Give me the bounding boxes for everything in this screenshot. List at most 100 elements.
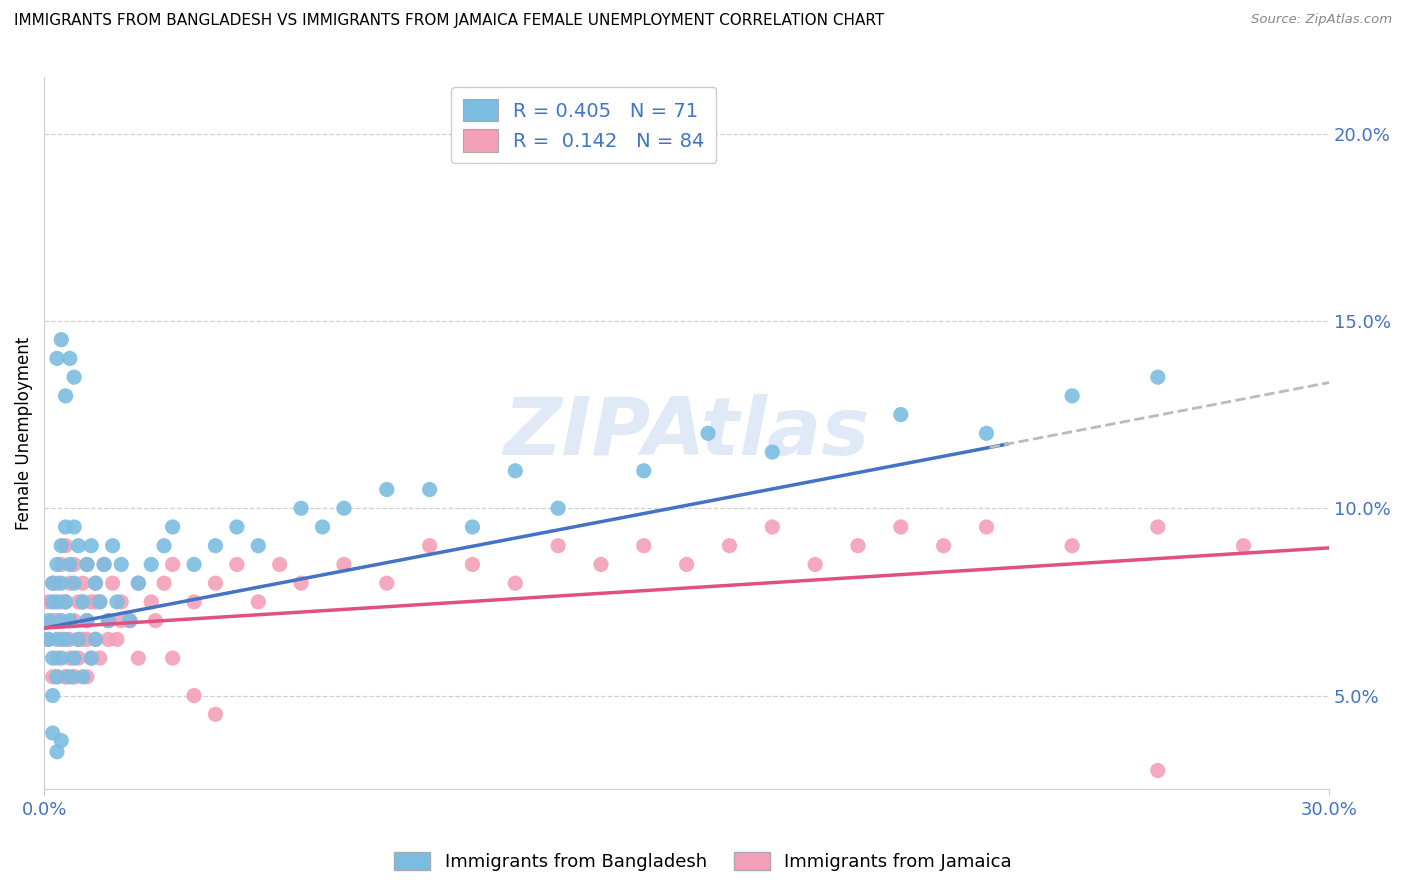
Point: [37, 632, 59, 647]
Point: [72, 595, 94, 609]
Point: [633, 464, 655, 478]
Point: [51, 576, 73, 591]
Point: [547, 501, 569, 516]
Point: [84, 595, 107, 609]
Point: [63, 520, 86, 534]
Point: [932, 539, 955, 553]
Point: [718, 539, 741, 553]
Point: [84, 632, 107, 647]
Point: [93, 558, 115, 572]
Point: [225, 520, 247, 534]
Text: Source: ZipAtlas.com: Source: ZipAtlas.com: [1251, 13, 1392, 27]
Point: [419, 539, 441, 553]
Point: [41, 651, 63, 665]
Point: [89, 595, 111, 609]
Point: [269, 558, 291, 572]
Point: [55, 595, 77, 609]
Point: [51, 651, 73, 665]
Point: [804, 558, 827, 572]
Point: [162, 651, 184, 665]
Point: [37, 595, 59, 609]
Point: [46, 351, 69, 366]
Point: [51, 595, 73, 609]
Legend: Immigrants from Bangladesh, Immigrants from Jamaica: Immigrants from Bangladesh, Immigrants f…: [387, 845, 1019, 879]
Point: [41, 576, 63, 591]
Point: [76, 558, 98, 572]
Point: [63, 651, 86, 665]
Point: [204, 576, 226, 591]
Point: [46, 651, 69, 665]
Point: [127, 576, 149, 591]
Point: [46, 670, 69, 684]
Point: [80, 539, 103, 553]
Point: [141, 558, 163, 572]
Point: [761, 445, 783, 459]
Point: [55, 670, 77, 684]
Point: [846, 539, 869, 553]
Point: [37, 614, 59, 628]
Point: [461, 520, 484, 534]
Point: [46, 614, 69, 628]
Point: [141, 595, 163, 609]
Point: [311, 520, 333, 534]
Point: [76, 614, 98, 628]
Point: [41, 614, 63, 628]
Point: [247, 539, 270, 553]
Point: [419, 483, 441, 497]
Point: [63, 614, 86, 628]
Point: [153, 539, 176, 553]
Point: [118, 614, 141, 628]
Point: [63, 370, 86, 384]
Point: [55, 539, 77, 553]
Point: [162, 558, 184, 572]
Point: [59, 351, 82, 366]
Point: [890, 408, 912, 422]
Point: [41, 726, 63, 740]
Point: [37, 632, 59, 647]
Point: [67, 632, 90, 647]
Point: [59, 576, 82, 591]
Point: [72, 670, 94, 684]
Point: [225, 558, 247, 572]
Point: [1146, 520, 1168, 534]
Point: [503, 464, 526, 478]
Legend: R = 0.405   N = 71, R =  0.142   N = 84: R = 0.405 N = 71, R = 0.142 N = 84: [451, 87, 717, 163]
Point: [80, 651, 103, 665]
Point: [110, 614, 132, 628]
Point: [51, 539, 73, 553]
Point: [1062, 539, 1084, 553]
Point: [51, 733, 73, 747]
Point: [105, 595, 128, 609]
Point: [697, 426, 720, 441]
Point: [46, 558, 69, 572]
Point: [41, 595, 63, 609]
Point: [55, 670, 77, 684]
Point: [41, 670, 63, 684]
Point: [118, 614, 141, 628]
Point: [41, 689, 63, 703]
Point: [1232, 539, 1254, 553]
Point: [247, 595, 270, 609]
Y-axis label: Female Unemployment: Female Unemployment: [15, 336, 32, 530]
Point: [63, 670, 86, 684]
Point: [72, 576, 94, 591]
Point: [67, 632, 90, 647]
Point: [84, 576, 107, 591]
Point: [101, 539, 124, 553]
Point: [89, 595, 111, 609]
Point: [97, 614, 120, 628]
Point: [290, 501, 312, 516]
Point: [55, 520, 77, 534]
Point: [63, 576, 86, 591]
Point: [183, 595, 205, 609]
Point: [51, 333, 73, 347]
Point: [162, 520, 184, 534]
Point: [290, 576, 312, 591]
Point: [761, 520, 783, 534]
Point: [46, 576, 69, 591]
Point: [51, 614, 73, 628]
Point: [1146, 764, 1168, 778]
Point: [976, 426, 998, 441]
Point: [89, 651, 111, 665]
Point: [127, 576, 149, 591]
